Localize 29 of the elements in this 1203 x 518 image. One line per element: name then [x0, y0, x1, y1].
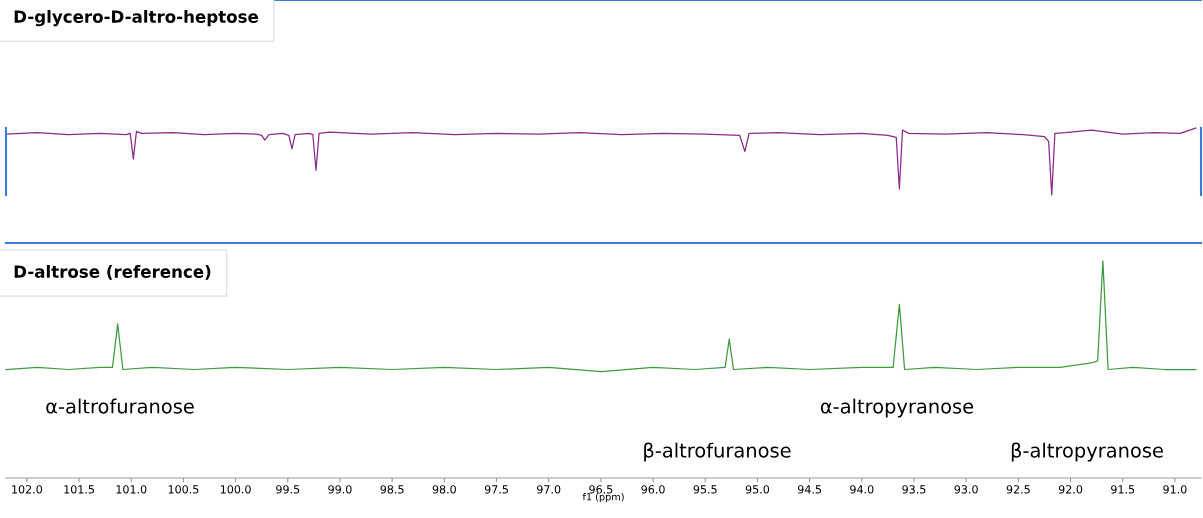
x-tick-label: 98.5 — [380, 485, 404, 494]
x-tick-label: 96.0 — [641, 485, 665, 494]
x-tick-label: 95.0 — [745, 485, 770, 494]
x-tick-label: 99.0 — [328, 485, 352, 494]
x-tick-label: 102.0 — [12, 485, 43, 494]
chart-title: D-glycero-D-altro-heptose — [14, 10, 259, 27]
x-tick-label: 97.0 — [537, 485, 561, 494]
annotation: α-altrofuranose — [46, 398, 194, 414]
x-tick-label: 100.5 — [168, 485, 199, 494]
x-tick-label: 94.0 — [850, 485, 874, 494]
x-tick-label: 93.0 — [954, 485, 978, 494]
x-tick-label: 94.5 — [797, 485, 822, 494]
annotation: β-altropyranose — [1011, 442, 1163, 462]
x-tick-label: 97.5 — [484, 485, 508, 494]
x-tick-label: 91.5 — [1111, 485, 1135, 494]
x-tick-label: 96.5 — [589, 485, 613, 494]
x-tick-label: 101.0 — [116, 485, 147, 494]
x-tick-label: 91.0 — [1163, 485, 1187, 494]
x-tick-label: 101.5 — [64, 485, 94, 494]
x-tick-label: 95.5 — [693, 485, 717, 494]
x-tick-label: 92.0 — [1058, 485, 1083, 494]
x-tick-label: 98.0 — [432, 485, 456, 494]
annotation: β-altrofuranose — [644, 442, 791, 462]
chart-title: D-altrose (reference) — [14, 265, 211, 280]
x-tick-label: 100.0 — [220, 485, 251, 494]
annotation: α-altropyranose — [820, 398, 974, 418]
x-tick-label: 99.5 — [276, 485, 300, 494]
x-tick-label: 93.5 — [902, 485, 926, 494]
x-tick-label: 92.5 — [1006, 485, 1030, 494]
